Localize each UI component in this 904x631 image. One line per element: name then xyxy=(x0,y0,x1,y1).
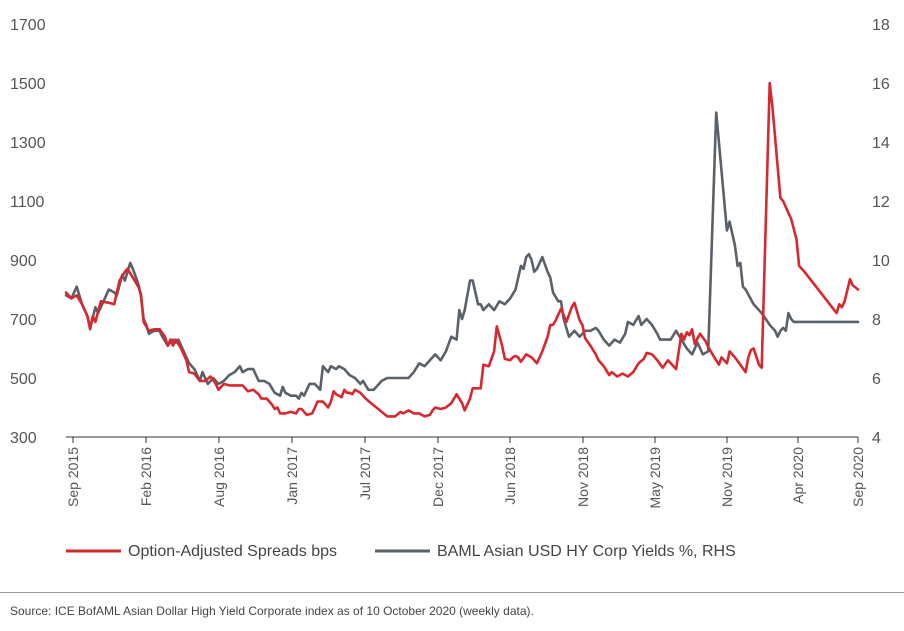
x-axis-ticks: Sep 2015 Feb 2016 Aug 2016 Jan 2017 Jul 2017… xyxy=(65,437,866,508)
left-tick-label: 700 xyxy=(10,312,37,329)
left-tick-label: 1500 xyxy=(10,76,46,93)
x-tick-label: May 2019 xyxy=(647,447,663,509)
right-tick-label: 16 xyxy=(872,76,890,93)
right-tick-label: 14 xyxy=(872,135,890,152)
series-line-oas xyxy=(64,81,860,418)
x-tick-label: Jul 2017 xyxy=(357,447,373,500)
right-tick-label: 4 xyxy=(872,430,881,447)
x-tick-label: Sep 2015 xyxy=(65,447,81,507)
x-tick-label: Nov 2018 xyxy=(575,447,591,507)
x-tick-label: Feb 2016 xyxy=(138,447,154,506)
x-tick-label: Sep 2020 xyxy=(850,447,866,507)
x-tick-label: Jan 2017 xyxy=(284,447,300,505)
legend-label: Option-Adjusted Spreads bps xyxy=(128,543,337,560)
x-tick-label: Nov 2019 xyxy=(719,447,735,507)
legend-label: BAML Asian USD HY Corp Yields %, RHS xyxy=(437,543,736,560)
right-tick-label: 18 xyxy=(872,17,890,34)
right-tick-label: 6 xyxy=(872,371,881,388)
x-tick-label: Apr 2020 xyxy=(790,447,806,504)
right-tick-label: 12 xyxy=(872,194,890,211)
left-tick-label: 1700 xyxy=(10,17,46,34)
right-tick-label: 10 xyxy=(872,253,890,270)
left-tick-label: 1300 xyxy=(10,135,46,152)
source-note: Source: ICE BofAML Asian Dollar High Yie… xyxy=(10,604,534,618)
x-tick-label: Aug 2016 xyxy=(211,447,227,507)
right-axis-ticks: 4 6 8 10 12 14 16 18 xyxy=(872,17,890,447)
left-tick-label: 500 xyxy=(10,371,37,388)
x-tick-label: Jun 2018 xyxy=(502,447,518,505)
footer-divider xyxy=(0,592,904,593)
series-lines xyxy=(64,81,860,418)
left-axis-ticks: 300 500 700 900 1100 1300 1500 1700 xyxy=(10,17,46,447)
chart-legend: Option-Adjusted Spreads bps BAML Asian US… xyxy=(66,543,736,560)
left-tick-label: 900 xyxy=(10,253,37,270)
x-tick-label: Dec 2017 xyxy=(430,447,446,507)
left-tick-label: 1100 xyxy=(10,194,45,211)
left-tick-label: 300 xyxy=(10,430,37,447)
right-tick-label: 8 xyxy=(872,312,881,329)
line-chart: 300 500 700 900 1100 1300 1500 1700 4 6 8 10 12 14 16… xyxy=(10,17,890,560)
